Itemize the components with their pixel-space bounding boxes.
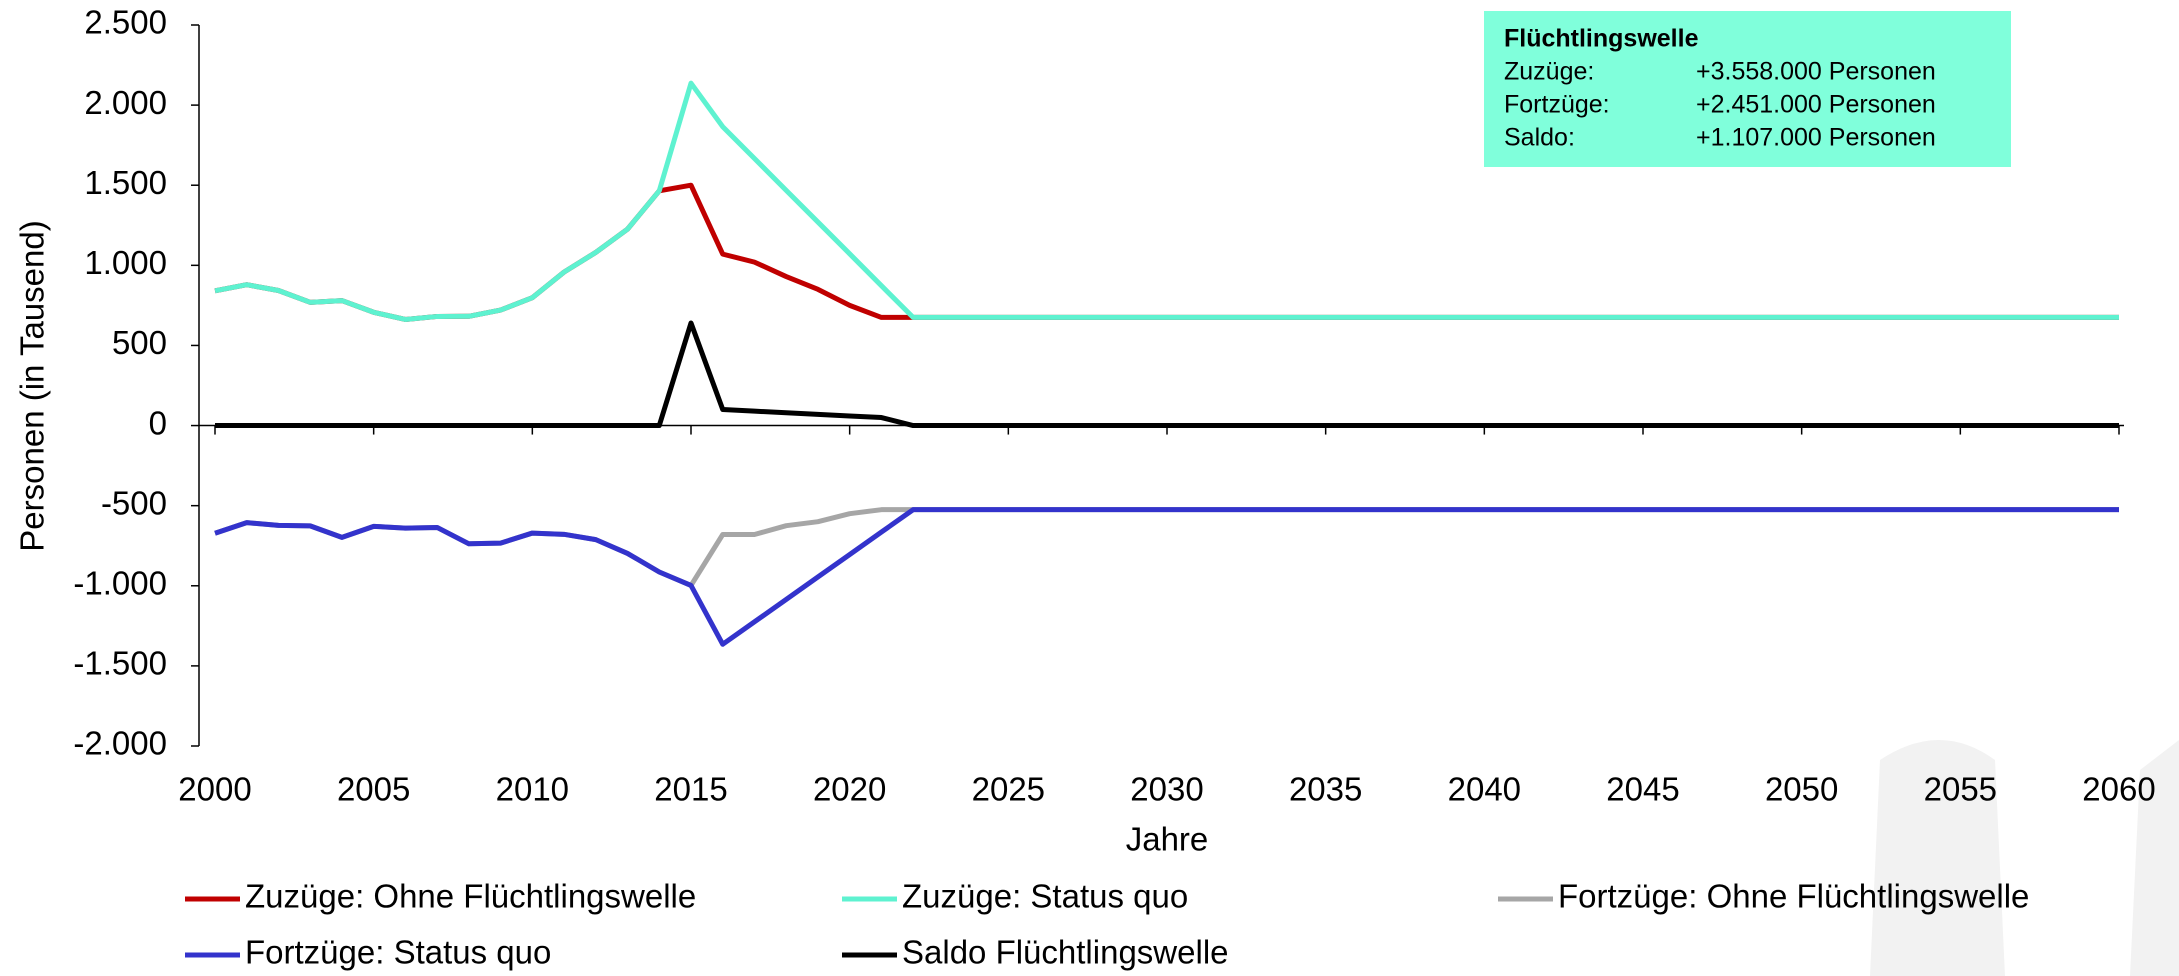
y-tick-label: 1.000 [84,244,167,281]
x-tick-label: 2010 [496,771,569,808]
legend-label: Zuzüge: Ohne Flüchtlingswelle [245,878,696,915]
x-tick-label: 2060 [2082,771,2155,808]
annotation-value: +1.107.000 Personen [1696,124,1936,152]
legend-label: Fortzüge: Ohne Flüchtlingswelle [1558,878,2029,915]
series-line [214,507,2119,647]
y-tick-label: -1.500 [73,645,167,682]
watermark [1870,740,2005,976]
watermark [2130,740,2179,976]
y-tick-label: 1.500 [84,164,167,201]
legend-label: Saldo Flüchtlingswelle [902,934,1229,971]
x-tick-label: 2040 [1448,771,1521,808]
y-tick-label: -2.000 [73,725,167,762]
series-line [214,507,2119,588]
series-line [214,80,2119,322]
y-tick-label: -1.000 [73,564,167,601]
annotation-value: +3.558.000 Personen [1696,58,1936,86]
x-axis-title: Jahre [1126,821,1209,858]
x-tick-label: 2005 [337,771,410,808]
legend-label: Fortzüge: Status quo [245,934,551,971]
y-tick-label: 2.500 [84,4,167,41]
annotation-value: +2.451.000 Personen [1696,91,1936,119]
legend-label: Zuzüge: Status quo [902,878,1188,915]
x-tick-label: 2020 [813,771,886,808]
x-tick-label: 2000 [178,771,251,808]
x-tick-label: 2035 [1289,771,1362,808]
y-tick-label: -500 [101,484,167,521]
y-axis-title: Personen (in Tausend) [14,220,51,551]
x-tick-label: 2045 [1606,771,1679,808]
y-tick-label: 0 [149,404,167,441]
annotation-label: Fortzüge: [1504,91,1610,119]
y-tick-label: 500 [112,324,167,361]
x-tick-label: 2030 [1130,771,1203,808]
annotation-label: Saldo: [1504,124,1575,152]
series-line [215,320,2119,429]
series-line [214,182,2119,322]
annotation-label: Zuzüge: [1504,58,1594,86]
x-tick-label: 2025 [972,771,1045,808]
y-tick-label: 2.000 [84,84,167,121]
annotation-title: Flüchtlingswelle [1504,25,1699,53]
x-tick-label: 2050 [1765,771,1838,808]
x-tick-label: 2015 [654,771,727,808]
x-tick-label: 2055 [1924,771,1997,808]
annotation-box [1484,11,2011,167]
